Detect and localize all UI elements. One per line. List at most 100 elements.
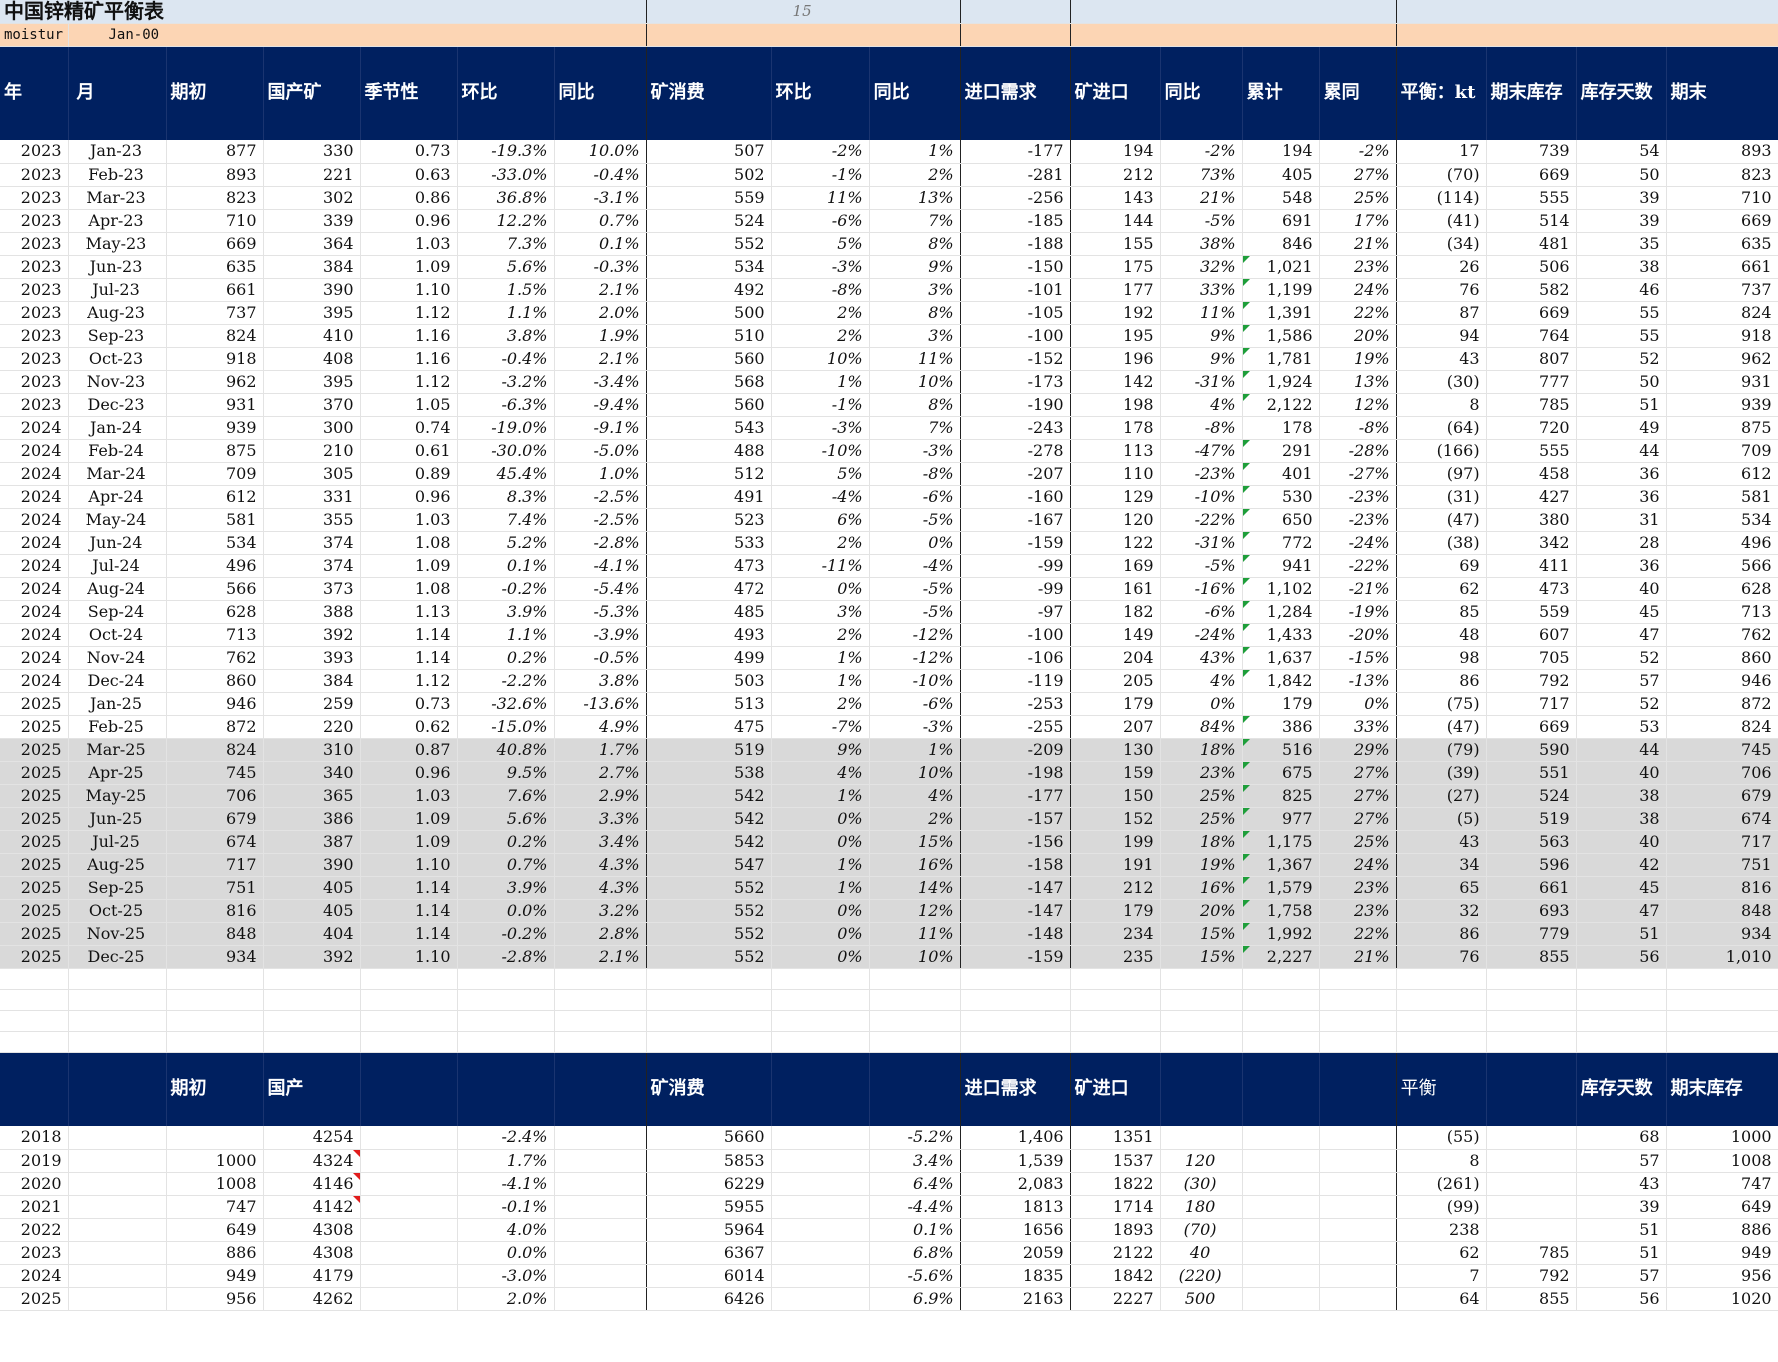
year-cell[interactable]: 2024 — [0, 646, 69, 670]
seasonality-cell[interactable]: 1.14 — [360, 623, 458, 647]
seasonality-cell[interactable]: 1.13 — [360, 600, 458, 624]
moisture-date[interactable]: Jan-00 — [68, 23, 647, 47]
seasonality-cell[interactable]: 1.14 — [360, 876, 458, 900]
cumulative-cell[interactable]: 1,842 — [1242, 669, 1320, 693]
ore-import-cell[interactable]: 191 — [1070, 853, 1161, 877]
mom-cell[interactable]: 1.5% — [457, 278, 555, 302]
closing-cell[interactable]: 679 — [1666, 784, 1778, 808]
annual-column-header[interactable] — [1160, 1052, 1243, 1126]
annual-cell[interactable]: 2163 — [960, 1287, 1071, 1311]
annual-cell[interactable]: 51 — [1576, 1241, 1667, 1265]
seasonality-cell[interactable]: 1.03 — [360, 508, 458, 532]
annual-cell[interactable] — [1486, 1149, 1577, 1173]
year-cell[interactable]: 2024 — [0, 415, 69, 440]
consumption-mom-cell[interactable]: 0% — [771, 577, 870, 601]
annual-cell[interactable]: 64 — [1396, 1287, 1487, 1311]
cumulative-cell[interactable]: 1,781 — [1242, 347, 1320, 371]
mom-cell[interactable]: 3.9% — [457, 876, 555, 900]
ore-import-cell[interactable]: 234 — [1070, 922, 1161, 946]
domestic-ore-cell[interactable]: 384 — [263, 669, 361, 693]
consumption-mom-cell[interactable]: 0% — [771, 899, 870, 923]
closing-stock-cell[interactable]: 555 — [1486, 186, 1577, 210]
annual-cell[interactable]: 1,539 — [960, 1149, 1071, 1173]
mom-cell[interactable]: 40.8% — [457, 738, 555, 762]
annual-cell[interactable] — [360, 1218, 458, 1242]
cumulative-yoy-cell[interactable]: 0% — [1319, 691, 1397, 716]
annual-cell[interactable]: 2122 — [1070, 1241, 1161, 1265]
yoy-cell[interactable]: 2.9% — [554, 784, 647, 808]
consumption-mom-cell[interactable]: 1% — [771, 669, 870, 693]
cumulative-cell[interactable]: 2,122 — [1242, 393, 1320, 417]
consumption-yoy-cell[interactable]: 16% — [869, 853, 961, 877]
column-header[interactable]: 环比 — [457, 46, 555, 140]
column-header[interactable]: 累计 — [1242, 46, 1320, 140]
opening-cell[interactable]: 962 — [166, 370, 264, 394]
annual-cell[interactable]: 2020 — [0, 1172, 69, 1196]
closing-cell[interactable]: 860 — [1666, 646, 1778, 670]
balance-cell[interactable]: (41) — [1396, 209, 1487, 233]
import-demand-cell[interactable]: -97 — [960, 600, 1071, 624]
opening-cell[interactable]: 717 — [166, 853, 264, 877]
import-demand-cell[interactable]: -100 — [960, 623, 1071, 647]
domestic-ore-cell[interactable]: 370 — [263, 393, 361, 417]
annual-cell[interactable]: -5.6% — [869, 1264, 961, 1288]
opening-cell[interactable]: 762 — [166, 646, 264, 670]
closing-cell[interactable]: 918 — [1666, 324, 1778, 348]
column-header[interactable]: 期末库存 — [1486, 46, 1577, 140]
seasonality-cell[interactable]: 0.96 — [360, 485, 458, 509]
annual-column-header[interactable]: 期初 — [166, 1052, 264, 1126]
cumulative-yoy-cell[interactable]: 24% — [1319, 853, 1397, 877]
empty-cell[interactable] — [1160, 968, 1243, 990]
import-yoy-cell[interactable]: -10% — [1160, 485, 1243, 509]
opening-cell[interactable]: 628 — [166, 600, 264, 624]
mom-cell[interactable]: 5.6% — [457, 807, 555, 831]
consumption-cell[interactable]: 500 — [646, 301, 772, 325]
balance-cell[interactable]: (166) — [1396, 439, 1487, 463]
annual-cell[interactable]: 1000 — [166, 1149, 264, 1173]
annual-cell[interactable]: (261) — [1396, 1172, 1487, 1196]
stock-days-cell[interactable]: 35 — [1576, 232, 1667, 256]
consumption-yoy-cell[interactable]: 14% — [869, 876, 961, 900]
consumption-yoy-cell[interactable]: 2% — [869, 807, 961, 831]
yoy-cell[interactable]: -0.3% — [554, 255, 647, 279]
opening-cell[interactable]: 709 — [166, 462, 264, 486]
annual-cell[interactable] — [68, 1241, 167, 1265]
cumulative-yoy-cell[interactable]: 25% — [1319, 830, 1397, 854]
consumption-mom-cell[interactable]: 10% — [771, 347, 870, 371]
empty-cell[interactable] — [1319, 989, 1397, 1011]
seasonality-cell[interactable]: 1.10 — [360, 278, 458, 302]
empty-cell[interactable] — [1666, 1031, 1778, 1053]
annual-cell[interactable]: 56 — [1576, 1287, 1667, 1311]
column-header[interactable]: 矿消费 — [646, 46, 772, 140]
ore-import-cell[interactable]: 175 — [1070, 255, 1161, 279]
consumption-yoy-cell[interactable]: 3% — [869, 278, 961, 302]
annual-cell[interactable] — [771, 1172, 870, 1196]
stock-days-cell[interactable]: 51 — [1576, 393, 1667, 417]
import-yoy-cell[interactable]: 9% — [1160, 347, 1243, 371]
balance-cell[interactable]: 69 — [1396, 554, 1487, 578]
seasonality-cell[interactable]: 1.12 — [360, 669, 458, 693]
mom-cell[interactable]: 3.8% — [457, 324, 555, 348]
import-yoy-cell[interactable]: -31% — [1160, 370, 1243, 394]
mom-cell[interactable]: -32.6% — [457, 691, 555, 716]
annual-cell[interactable]: 1714 — [1070, 1195, 1161, 1219]
closing-cell[interactable]: 893 — [1666, 140, 1778, 164]
import-demand-cell[interactable]: -106 — [960, 646, 1071, 670]
ore-import-cell[interactable]: 199 — [1070, 830, 1161, 854]
stock-days-cell[interactable]: 36 — [1576, 554, 1667, 578]
ore-import-cell[interactable]: 182 — [1070, 600, 1161, 624]
annual-column-header[interactable] — [1486, 1052, 1577, 1126]
stock-days-cell[interactable]: 49 — [1576, 415, 1667, 440]
annual-cell[interactable] — [1319, 1172, 1397, 1196]
seasonality-cell[interactable]: 1.08 — [360, 577, 458, 601]
stock-days-cell[interactable]: 45 — [1576, 600, 1667, 624]
cumulative-cell[interactable]: 1,586 — [1242, 324, 1320, 348]
year-cell[interactable]: 2025 — [0, 945, 69, 969]
annual-cell[interactable]: 949 — [1666, 1241, 1778, 1265]
closing-cell[interactable]: 612 — [1666, 462, 1778, 486]
import-demand-cell[interactable]: -119 — [960, 669, 1071, 693]
empty-cell[interactable] — [1160, 1010, 1243, 1032]
import-demand-cell[interactable]: -209 — [960, 738, 1071, 762]
ore-import-cell[interactable]: 144 — [1070, 209, 1161, 233]
import-yoy-cell[interactable]: 16% — [1160, 876, 1243, 900]
